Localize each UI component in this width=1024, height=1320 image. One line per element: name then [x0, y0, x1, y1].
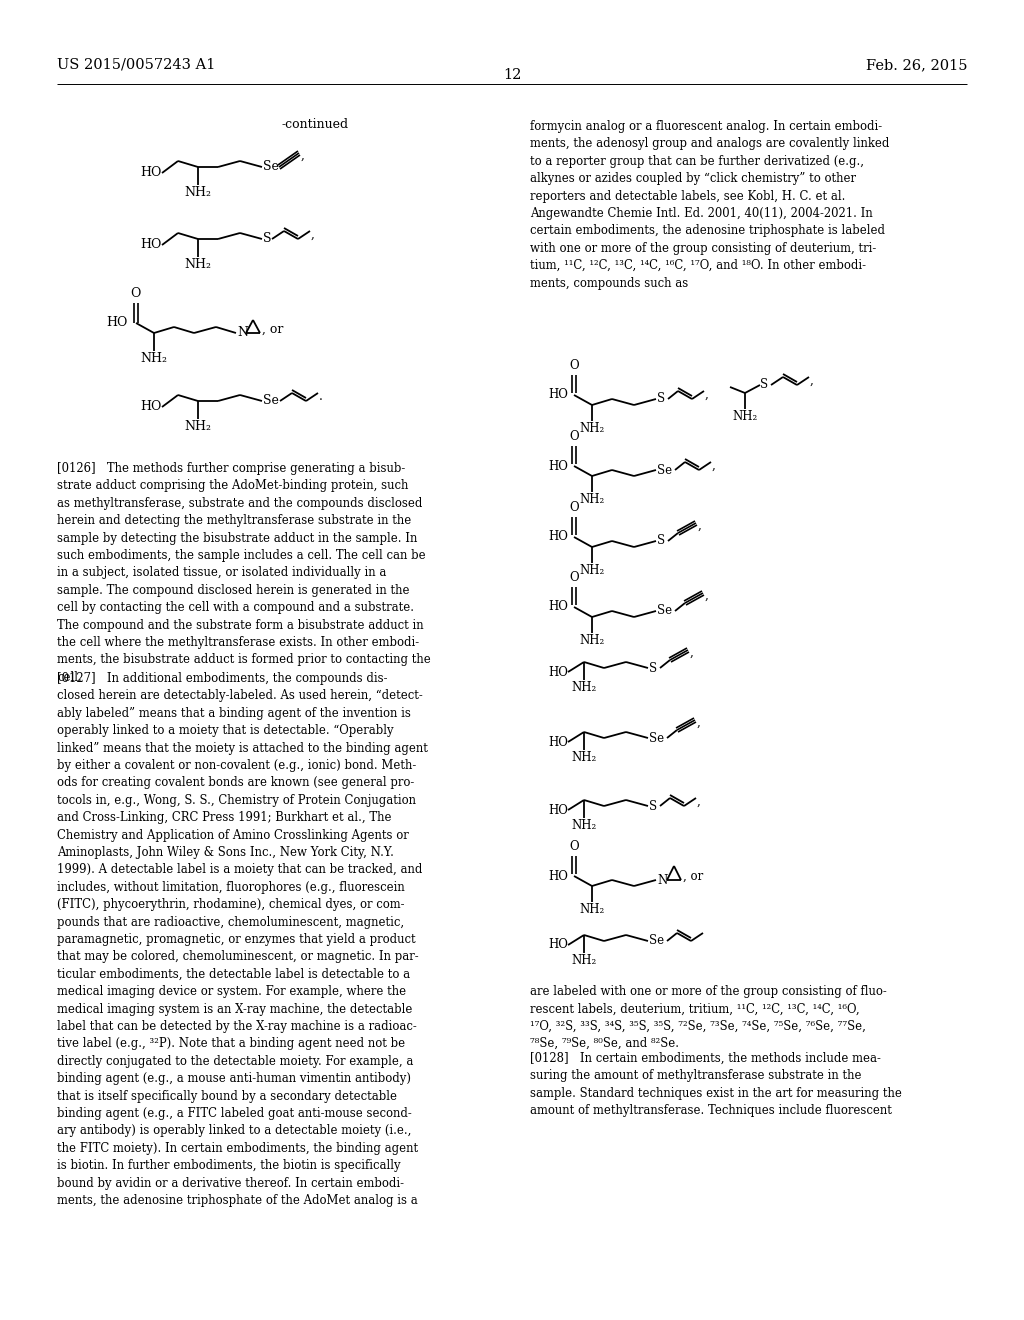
Text: O: O	[569, 502, 579, 513]
Text: S: S	[657, 535, 666, 548]
Text: NH₂: NH₂	[732, 411, 758, 422]
Text: [0126]   The methods further comprise generating a bisub-
strate adduct comprisi: [0126] The methods further comprise gene…	[57, 462, 431, 684]
Text: S: S	[760, 379, 768, 392]
Text: O: O	[130, 286, 140, 300]
Text: ,: ,	[712, 458, 716, 471]
Text: Se: Se	[657, 605, 672, 618]
Text: are labeled with one or more of the group consisting of fluo-
rescent labels, de: are labeled with one or more of the grou…	[530, 985, 887, 1051]
Text: HO: HO	[548, 870, 568, 883]
Text: NH₂: NH₂	[580, 564, 604, 577]
Text: NH₂: NH₂	[580, 492, 604, 506]
Text: S: S	[649, 800, 657, 813]
Text: ,: ,	[705, 589, 709, 602]
Text: NH₂: NH₂	[571, 818, 597, 832]
Text: Se: Se	[649, 731, 665, 744]
Text: HO: HO	[106, 317, 128, 330]
Text: HO: HO	[548, 388, 568, 401]
Text: ,: ,	[301, 149, 305, 161]
Text: NH₂: NH₂	[580, 422, 604, 436]
Text: Se: Se	[649, 935, 665, 948]
Text: NH₂: NH₂	[580, 634, 604, 647]
Text: NH₂: NH₂	[571, 954, 597, 968]
Text: NH₂: NH₂	[184, 420, 212, 433]
Text: , or: , or	[683, 870, 703, 883]
Text: S: S	[263, 232, 271, 246]
Text: [0127]   In additional embodiments, the compounds dis-
closed herein are detecta: [0127] In additional embodiments, the co…	[57, 672, 428, 1206]
Text: US 2015/0057243 A1: US 2015/0057243 A1	[57, 58, 215, 73]
Text: [0128]   In certain embodiments, the methods include mea-
suring the amount of m: [0128] In certain embodiments, the metho…	[530, 1052, 902, 1117]
Text: ,: ,	[697, 795, 700, 808]
Text: HO: HO	[140, 239, 162, 252]
Text: Se: Se	[657, 463, 672, 477]
Text: N: N	[657, 874, 668, 887]
Text: N: N	[237, 326, 248, 339]
Text: NH₂: NH₂	[184, 257, 212, 271]
Text: ,: ,	[810, 374, 814, 387]
Text: ,: ,	[690, 645, 693, 659]
Text: HO: HO	[140, 400, 162, 413]
Text: NH₂: NH₂	[580, 903, 604, 916]
Text: O: O	[569, 430, 579, 444]
Text: HO: HO	[548, 665, 568, 678]
Text: NH₂: NH₂	[140, 352, 168, 366]
Text: Feb. 26, 2015: Feb. 26, 2015	[865, 58, 967, 73]
Text: HO: HO	[548, 459, 568, 473]
Text: O: O	[569, 572, 579, 583]
Text: HO: HO	[548, 804, 568, 817]
Text: HO: HO	[548, 531, 568, 544]
Text: O: O	[569, 359, 579, 372]
Text: ,: ,	[698, 519, 701, 532]
Text: ,: ,	[311, 227, 314, 240]
Text: formycin analog or a fluorescent analog. In certain embodi-
ments, the adenosyl : formycin analog or a fluorescent analog.…	[530, 120, 890, 289]
Text: .: .	[319, 389, 323, 403]
Text: Se: Se	[263, 395, 279, 408]
Text: HO: HO	[548, 601, 568, 614]
Text: -continued: -continued	[282, 117, 349, 131]
Text: O: O	[569, 840, 579, 853]
Text: HO: HO	[548, 939, 568, 952]
Text: S: S	[649, 661, 657, 675]
Text: ,: ,	[697, 715, 700, 729]
Text: HO: HO	[548, 735, 568, 748]
Text: HO: HO	[140, 166, 162, 180]
Text: , or: , or	[262, 322, 284, 335]
Text: NH₂: NH₂	[571, 751, 597, 764]
Text: ,: ,	[705, 388, 709, 400]
Text: NH₂: NH₂	[571, 681, 597, 694]
Text: S: S	[657, 392, 666, 405]
Text: Se: Se	[263, 161, 279, 173]
Text: NH₂: NH₂	[184, 186, 212, 199]
Text: 12: 12	[503, 69, 521, 82]
